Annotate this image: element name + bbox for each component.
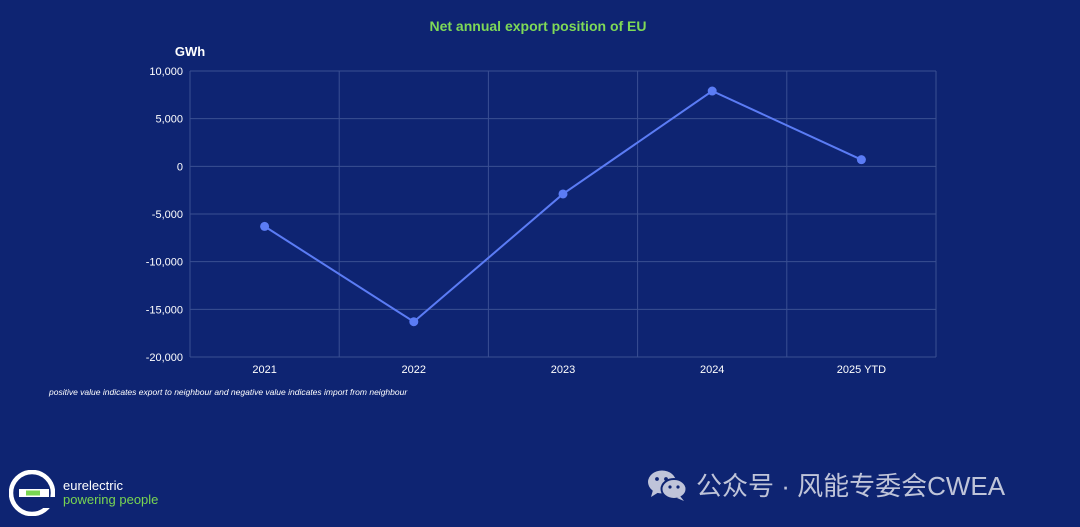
y-tick-label: 5,000 xyxy=(155,114,183,126)
y-tick-label: 10,000 xyxy=(149,66,183,78)
series-line xyxy=(264,89,862,323)
data-point xyxy=(856,155,866,165)
x-tick-label: 2021 xyxy=(252,364,276,376)
x-tick-label: 2023 xyxy=(551,364,575,376)
chart-footnote: positive value indicates export to neigh… xyxy=(49,387,408,397)
y-axis-label: GWh xyxy=(175,44,205,59)
x-tick-label: 2024 xyxy=(700,364,724,376)
x-tick-label: 2025 YTD xyxy=(837,364,886,376)
y-axis-ticks: 10,000 5,000 0 -5,000 -10,000 -15,000 -20,000 xyxy=(146,66,183,364)
wechat-icon xyxy=(648,470,688,501)
data-point xyxy=(558,189,568,199)
chart-title: Net annual export position of EU xyxy=(429,18,646,34)
logo-tagline: powering people xyxy=(63,492,159,507)
x-tick-label: 2022 xyxy=(402,364,426,376)
grid-lines xyxy=(189,70,937,358)
y-tick-label: -20,000 xyxy=(146,352,183,364)
watermark-text: 公众号 · 风能专委会CWEA xyxy=(696,471,1006,501)
series-group xyxy=(260,86,866,327)
watermark: 公众号 · 风能专委会CWEA xyxy=(646,466,1005,503)
y-tick-label: 0 xyxy=(177,161,183,173)
logo-name: eurelectric xyxy=(63,478,123,493)
data-point xyxy=(707,86,717,96)
y-tick-label: -5,000 xyxy=(152,209,183,221)
y-tick-label: -10,000 xyxy=(146,257,183,269)
data-point xyxy=(260,221,270,231)
eurelectric-logo: eurelectric powering people xyxy=(9,470,158,516)
x-axis-ticks: 2021 2022 2023 2024 2025 YTD xyxy=(252,364,886,376)
eurelectric-e-icon xyxy=(9,470,55,516)
y-tick-label: -15,000 xyxy=(146,304,183,316)
data-point xyxy=(409,317,419,327)
